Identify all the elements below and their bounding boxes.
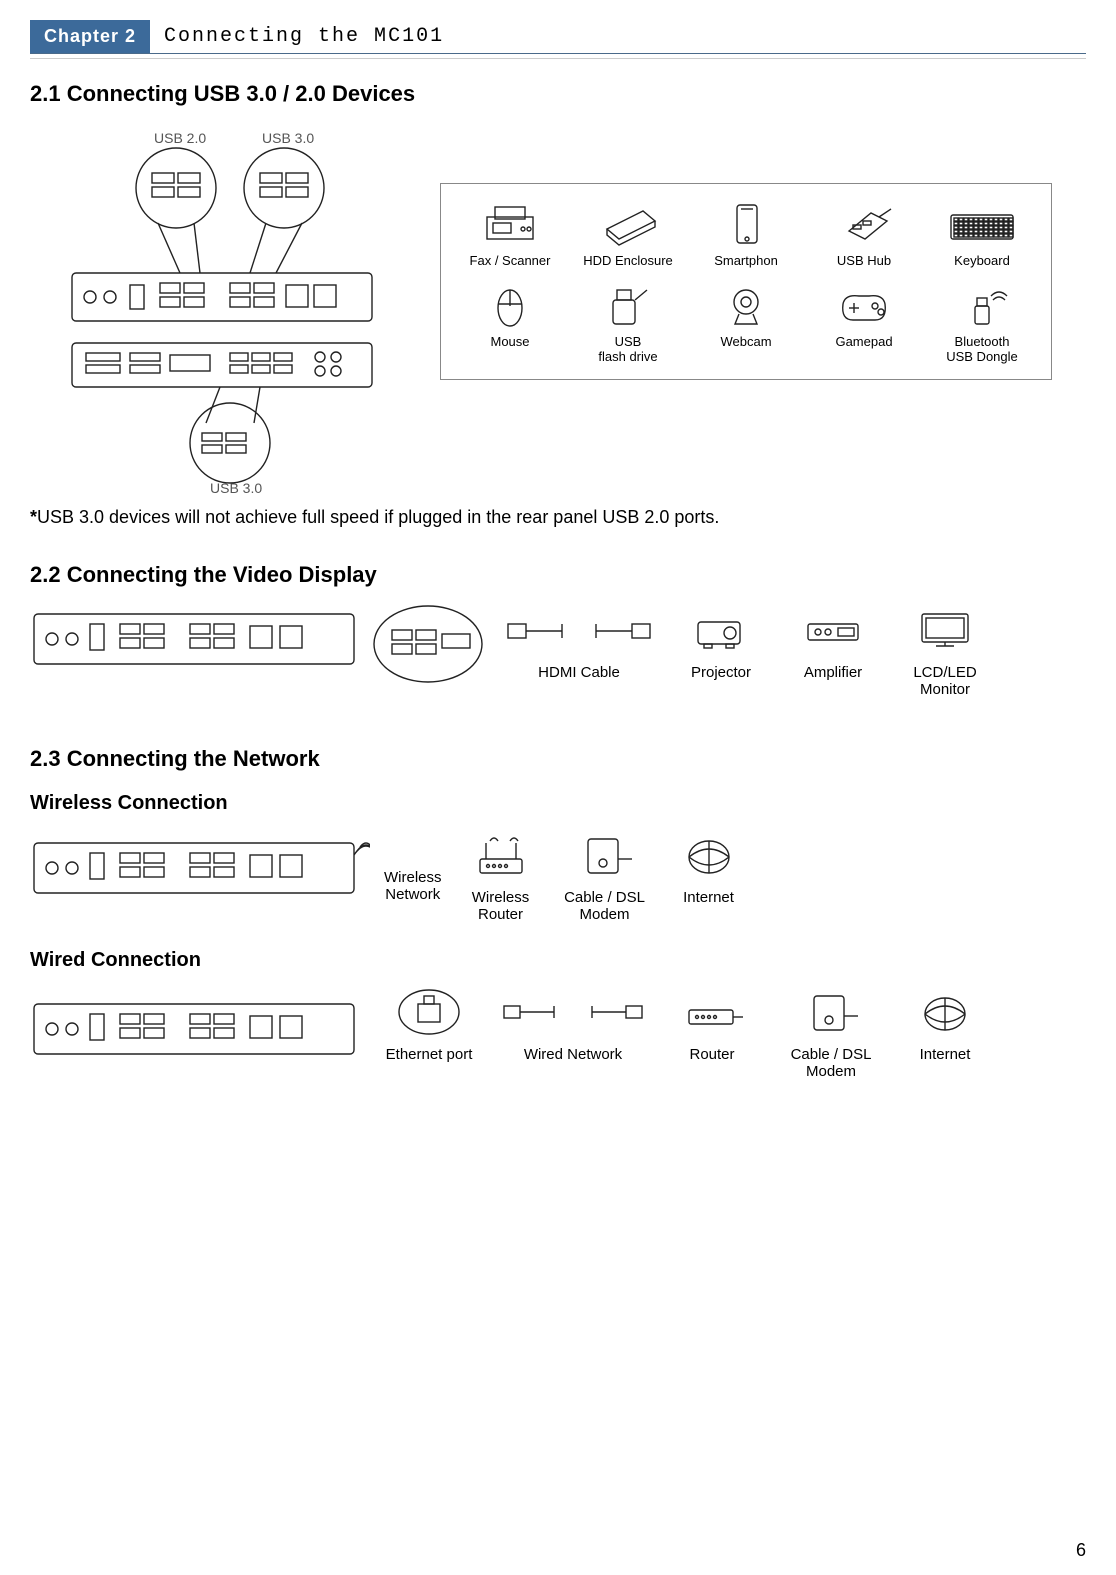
wireless-network-label: Wireless Network xyxy=(384,829,442,903)
device-label: USB Hub xyxy=(809,254,919,269)
wired-label: Router xyxy=(662,1046,762,1063)
wireless-modem: Cable / DSL Modem xyxy=(560,829,650,923)
device-usb-hub: USB Hub xyxy=(809,198,919,269)
device-bt-dongle: Bluetooth USB Dongle xyxy=(927,279,1037,365)
amplifier-icon xyxy=(788,604,878,658)
subheading-wireless: Wireless Connection xyxy=(30,792,1086,815)
wired-router: Router xyxy=(662,986,762,1080)
internet-icon xyxy=(664,829,754,883)
chapter-header: Chapter 2 Connecting the MC101 xyxy=(30,20,1086,54)
video-hdmi-cable: HDMI Cable xyxy=(504,604,654,698)
device-usb-flash: USB flash drive xyxy=(573,279,683,365)
device-webcam: Webcam xyxy=(691,279,801,365)
wireless-label: Cable / DSL Modem xyxy=(560,889,650,923)
wired-label: Internet xyxy=(900,1046,990,1063)
device-keyboard: Keyboard xyxy=(927,198,1037,269)
device-label: Fax / Scanner xyxy=(455,254,565,269)
device-rear-22 xyxy=(30,604,360,684)
video-amplifier: Amplifier xyxy=(788,604,878,698)
modem-icon xyxy=(560,829,650,883)
section-heading-21: 2.1 Connecting USB 3.0 / 2.0 Devices xyxy=(30,81,1086,107)
video-projector: Projector xyxy=(676,604,766,698)
device-wireless xyxy=(30,829,370,909)
monitor-icon xyxy=(900,604,990,658)
usb-hub-icon xyxy=(809,198,919,250)
fax-scanner-icon xyxy=(455,198,565,250)
device-fax-scanner: Fax / Scanner xyxy=(455,198,565,269)
wired-ethernet-port: Ethernet port xyxy=(374,986,484,1080)
device-label: Webcam xyxy=(691,335,801,350)
video-label: Projector xyxy=(676,664,766,681)
wireless-router-icon xyxy=(456,829,546,883)
wired-network-icon xyxy=(498,986,648,1040)
ethernet-port-icon xyxy=(374,986,484,1040)
subheading-wired: Wired Connection xyxy=(30,949,1086,972)
section-heading-23: 2.3 Connecting the Network xyxy=(30,746,1086,772)
hdmi-callout xyxy=(372,604,492,694)
hdmi-cable-icon xyxy=(504,604,654,658)
device-wired xyxy=(30,986,360,1076)
wireless-wireless-router: Wireless Router xyxy=(456,829,546,923)
video-label: LCD/LED Monitor xyxy=(900,664,990,698)
device-mouse: Mouse xyxy=(455,279,565,365)
wired-label: Cable / DSL Modem xyxy=(776,1046,886,1080)
modem-icon xyxy=(776,986,886,1040)
chapter-badge: Chapter 2 xyxy=(30,20,150,53)
section-heading-22: 2.2 Connecting the Video Display xyxy=(30,562,1086,588)
note-asterisk: * xyxy=(30,507,37,527)
hdd-enclosure-icon xyxy=(573,198,683,250)
router-icon xyxy=(662,986,762,1040)
wired-label: Ethernet port xyxy=(374,1046,484,1063)
section-21-figure: USB 2.0 USB 3.0 xyxy=(30,123,1086,493)
wired-figure: Ethernet port Wired Network Router Cable / … xyxy=(30,986,1086,1080)
device-label: Bluetooth USB Dongle xyxy=(927,335,1037,365)
section-22-figure: HDMI Cable Projector Amplifier LCD/LED Moni… xyxy=(30,604,1086,698)
webcam-icon xyxy=(691,279,801,331)
usb20-label: USB 2.0 xyxy=(154,130,206,146)
video-monitor: LCD/LED Monitor xyxy=(900,604,990,698)
wireless-label: Wireless Router xyxy=(456,889,546,923)
wireless-label: Internet xyxy=(664,889,754,906)
video-label: HDMI Cable xyxy=(504,664,654,681)
projector-icon xyxy=(676,604,766,658)
wireless-internet: Internet xyxy=(664,829,754,923)
usb-devices-grid: Fax / Scanner HDD Enclosure Smartphon USB H… xyxy=(440,183,1052,380)
usb30-label-bottom: USB 3.0 xyxy=(210,480,262,493)
keyboard-icon xyxy=(927,198,1037,250)
device-label: USB flash drive xyxy=(573,335,683,365)
divider xyxy=(30,58,1086,59)
bt-dongle-icon xyxy=(927,279,1037,331)
device-label: Keyboard xyxy=(927,254,1037,269)
wired-wired-network: Wired Network xyxy=(498,986,648,1080)
usb30-label-top: USB 3.0 xyxy=(262,130,314,146)
chapter-title: Connecting the MC101 xyxy=(150,25,444,48)
device-label: Mouse xyxy=(455,335,565,350)
wired-label: Wired Network xyxy=(498,1046,648,1063)
wireless-figure: Wireless Network Wireless Router Cable / … xyxy=(30,829,1086,923)
wired-internet: Internet xyxy=(900,986,990,1080)
page-number: 6 xyxy=(1076,1540,1086,1561)
mouse-icon xyxy=(455,279,565,331)
video-label: Amplifier xyxy=(788,664,878,681)
smartphone-icon xyxy=(691,198,801,250)
device-hdd-enclosure: HDD Enclosure xyxy=(573,198,683,269)
device-label: Smartphon xyxy=(691,254,801,269)
device-smartphone: Smartphon xyxy=(691,198,801,269)
usb-flash-icon xyxy=(573,279,683,331)
wired-modem: Cable / DSL Modem xyxy=(776,986,886,1080)
usb-callout-diagram: USB 2.0 USB 3.0 xyxy=(30,123,410,493)
gamepad-icon xyxy=(809,279,919,331)
device-label: HDD Enclosure xyxy=(573,254,683,269)
internet-icon xyxy=(900,986,990,1040)
note-21: *USB 3.0 devices will not achieve full s… xyxy=(30,507,1086,528)
device-gamepad: Gamepad xyxy=(809,279,919,365)
device-label: Gamepad xyxy=(809,335,919,350)
note-text: USB 3.0 devices will not achieve full sp… xyxy=(37,507,719,527)
